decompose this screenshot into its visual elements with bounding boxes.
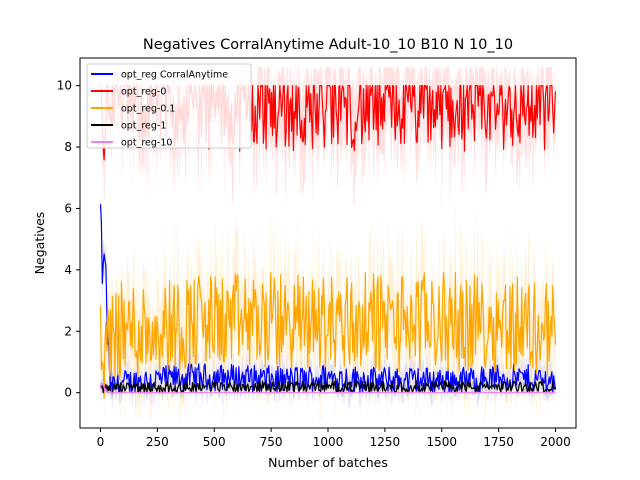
legend: opt_reg CorralAnytime opt_reg-0 opt_reg-0.… — [86, 63, 252, 149]
x-tick-label: 750 — [260, 435, 283, 449]
y-axis: 0 2 4 6 8 10 — [57, 79, 80, 400]
band-opt-reg-0-1 — [100, 204, 556, 422]
y-tick-label: 10 — [57, 79, 72, 93]
x-axis: 0 250 500 750 1000 1250 1500 1750 2000 — [97, 428, 571, 449]
x-tick-label: 1500 — [426, 435, 457, 449]
y-tick-label: 4 — [64, 263, 72, 277]
legend-label: opt_reg CorralAnytime — [121, 70, 228, 81]
x-tick-label: 0 — [97, 435, 105, 449]
legend-label: opt_reg-0.1 — [121, 104, 175, 115]
chart-title: Negatives CorralAnytime Adult-10_10 B10 … — [143, 37, 513, 53]
series-line-opt-reg-0-1 — [99, 271, 557, 399]
x-tick-label: 1750 — [483, 435, 514, 449]
y-axis-label: Negatives — [32, 212, 47, 275]
x-tick-label: 1250 — [370, 435, 401, 449]
series-line-opt-reg-1 — [99, 380, 556, 394]
series-line-opt-reg-10 — [99, 381, 556, 394]
x-tick-label: 500 — [203, 435, 226, 449]
legend-label: opt_reg-1 — [121, 121, 166, 132]
x-tick-label: 2000 — [540, 435, 571, 449]
y-tick-label: 8 — [64, 140, 72, 154]
legend-label: opt_reg-0 — [121, 87, 166, 98]
x-tick-label: 1000 — [313, 435, 344, 449]
x-tick-label: 250 — [146, 435, 169, 449]
y-tick-label: 6 — [64, 201, 72, 215]
legend-frame — [86, 63, 252, 149]
legend-label: opt_reg-10 — [121, 138, 172, 149]
y-tick-label: 0 — [64, 386, 72, 400]
x-axis-label: Number of batches — [268, 455, 388, 470]
y-tick-label: 2 — [64, 324, 72, 338]
plot-area — [79, 57, 577, 429]
